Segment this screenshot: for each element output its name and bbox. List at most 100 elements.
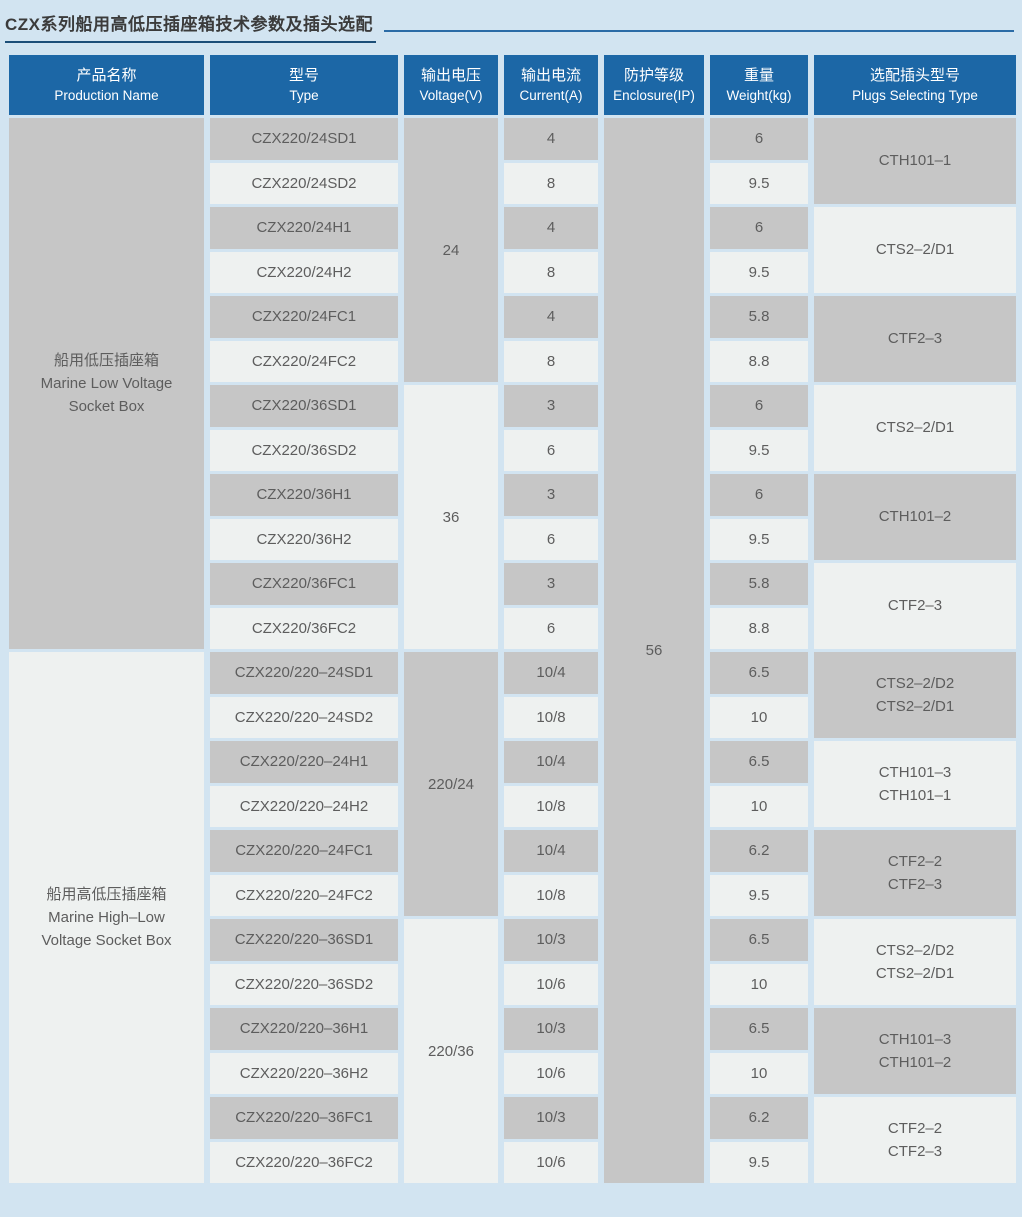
model-cell: CZX220/220–24SD2 [210, 696, 398, 738]
current-cell: 10/4 [504, 830, 598, 872]
model-cell: CZX220/220–36FC2 [210, 1141, 398, 1183]
table-row: 船用低压插座箱 Marine Low Voltage Socket Box CZ… [9, 118, 1016, 1183]
weight-cell: 6.2 [710, 1097, 808, 1139]
model-cell: CZX220/36SD1 [210, 385, 398, 427]
model-cell: CZX220/24SD1 [210, 118, 398, 160]
voltage-cell: 36 [404, 385, 498, 649]
page-title: CZX系列船用高低压插座箱技术参数及插头选配 [5, 10, 376, 43]
header-zh: 选配插头型号 [869, 67, 960, 85]
current-cell: 10/8 [504, 874, 598, 916]
current-cell: 6 [504, 607, 598, 649]
header-en: Voltage(V) [419, 87, 483, 103]
header-en: Enclosure(IP) [613, 87, 695, 103]
table-row: CZX220/220–36FC2 10/6 9.5 [9, 1141, 1016, 1183]
current-cell: 10/6 [504, 963, 598, 1005]
model-cell: CZX220/220–36H2 [210, 1052, 398, 1094]
table-row: CZX220/36SD1 36 3 6 CTS2–2/D1 [9, 385, 1016, 649]
voltage-cell: 24 [404, 118, 498, 382]
model-cell: CZX220/220–36SD2 [210, 963, 398, 1005]
plug-cell: CTH101–2 [814, 474, 1016, 560]
catalog-page: CZX系列船用高低压插座箱技术参数及插头选配 产品名称 Production N… [3, 10, 1022, 1186]
weight-cell: 10 [710, 1052, 808, 1094]
table-row: CZX220/220–36H1 10/3 6.5 CTH101–3 CTH101… [9, 1008, 1016, 1094]
model-cell: CZX220/36H2 [210, 518, 398, 560]
current-cell: 10/3 [504, 1008, 598, 1050]
voltage-cell: 220/24 [404, 652, 498, 916]
header-zh: 输出电流 [520, 67, 581, 85]
current-cell: 10/6 [504, 1052, 598, 1094]
table-row: CZX220/220–24H1 10/4 6.5 CTH101–3 CTH101… [9, 741, 1016, 827]
model-cell: CZX220/36SD2 [210, 429, 398, 471]
header-zh: 型号 [288, 67, 319, 85]
header-en: Current(A) [519, 87, 583, 103]
plug-cell: CTH101–1 [814, 118, 1016, 204]
plug-cell: CTF2–2 CTF2–3 [814, 830, 1016, 916]
header-zh: 输出电压 [420, 67, 481, 85]
weight-cell: 9.5 [710, 162, 808, 204]
header-voltage: 输出电压 Voltage(V) [404, 55, 498, 115]
model-cell: CZX220/220–36SD1 [210, 919, 398, 961]
header-row: 产品名称 Production Name 型号 Type 输出电压 Voltag… [9, 55, 1016, 115]
weight-cell: 5.8 [710, 563, 808, 605]
current-cell: 8 [504, 162, 598, 204]
plug-cell: CTS2–2/D1 [814, 207, 1016, 293]
plug-cell: CTS2–2/D2 CTS2–2/D1 [814, 919, 1016, 1005]
weight-cell: 10 [710, 963, 808, 1005]
model-cell: CZX220/36FC1 [210, 563, 398, 605]
product-cell: 船用低压插座箱 Marine Low Voltage Socket Box [9, 118, 204, 649]
weight-cell: 6 [710, 207, 808, 249]
model-cell: CZX220/220–24FC1 [210, 830, 398, 872]
weight-cell: 9.5 [710, 251, 808, 293]
weight-cell: 6.5 [710, 652, 808, 694]
table-row: CZX220/36FC1 3 5.8 CTF2–3 [9, 563, 1016, 649]
spec-table: 产品名称 Production Name 型号 Type 输出电压 Voltag… [3, 52, 1022, 1186]
model-cell: CZX220/24H2 [210, 251, 398, 293]
table-row: CZX220/36FC2 6 8.8 [9, 607, 1016, 649]
header-enclosure: 防护等级 Enclosure(IP) [604, 55, 704, 115]
weight-cell: 8.8 [710, 340, 808, 382]
weight-cell: 6 [710, 385, 808, 427]
table-row: CZX220/220–36FC1 10/3 6.2 CTF2–2 CTF2–3 [9, 1097, 1016, 1183]
title-row: CZX系列船用高低压插座箱技术参数及插头选配 [5, 10, 1017, 43]
current-cell: 10/3 [504, 919, 598, 961]
current-cell: 10/8 [504, 785, 598, 827]
table-row: CZX220/24SD2 8 9.5 [9, 162, 1016, 204]
weight-cell: 6.5 [710, 1008, 808, 1050]
model-cell: CZX220/36FC2 [210, 607, 398, 649]
header-zh: 重量 [743, 67, 774, 85]
table-row: CZX220/220–24SD2 10/8 10 [9, 696, 1016, 738]
current-cell: 3 [504, 563, 598, 605]
header-zh: 产品名称 [76, 67, 137, 85]
product-cell: 船用高低压插座箱 Marine High–Low Voltage Socket … [9, 652, 204, 1183]
model-cell: CZX220/24SD2 [210, 162, 398, 204]
model-cell: CZX220/220–24SD1 [210, 652, 398, 694]
current-cell: 10/3 [504, 1097, 598, 1139]
model-cell: CZX220/24FC2 [210, 340, 398, 382]
current-cell: 3 [504, 385, 598, 427]
weight-cell: 9.5 [710, 874, 808, 916]
weight-cell: 8.8 [710, 607, 808, 649]
table-row: CZX220/36H2 6 9.5 [9, 518, 1016, 560]
model-cell: CZX220/220–24H1 [210, 741, 398, 783]
header-zh: 防护等级 [623, 67, 684, 85]
model-cell: CZX220/220–24H2 [210, 785, 398, 827]
table-row: CZX220/36H1 3 6 CTH101–2 [9, 474, 1016, 560]
weight-cell: 6 [710, 474, 808, 516]
plug-cell: CTF2–2 CTF2–3 [814, 1097, 1016, 1183]
weight-cell: 6.5 [710, 741, 808, 783]
current-cell: 8 [504, 251, 598, 293]
model-cell: CZX220/220–36H1 [210, 1008, 398, 1050]
table-row: CZX220/220–24FC2 10/8 9.5 [9, 874, 1016, 916]
weight-cell: 9.5 [710, 518, 808, 560]
model-cell: CZX220/220–24FC2 [210, 874, 398, 916]
header-plugs: 选配插头型号 Plugs Selecting Type [814, 55, 1016, 115]
plug-cell: CTS2–2/D1 [814, 385, 1016, 471]
current-cell: 4 [504, 118, 598, 160]
header-production-name: 产品名称 Production Name [9, 55, 204, 115]
model-cell: CZX220/24FC1 [210, 296, 398, 338]
table-row: CZX220/220–24FC1 10/4 6.2 CTF2–2 CTF2–3 [9, 830, 1016, 916]
current-cell: 6 [504, 518, 598, 560]
table-row: 船用高低压插座箱 Marine High–Low Voltage Socket … [9, 652, 1016, 1183]
table-row: CZX220/24FC1 4 5.8 CTF2–3 [9, 296, 1016, 382]
current-cell: 10/6 [504, 1141, 598, 1183]
